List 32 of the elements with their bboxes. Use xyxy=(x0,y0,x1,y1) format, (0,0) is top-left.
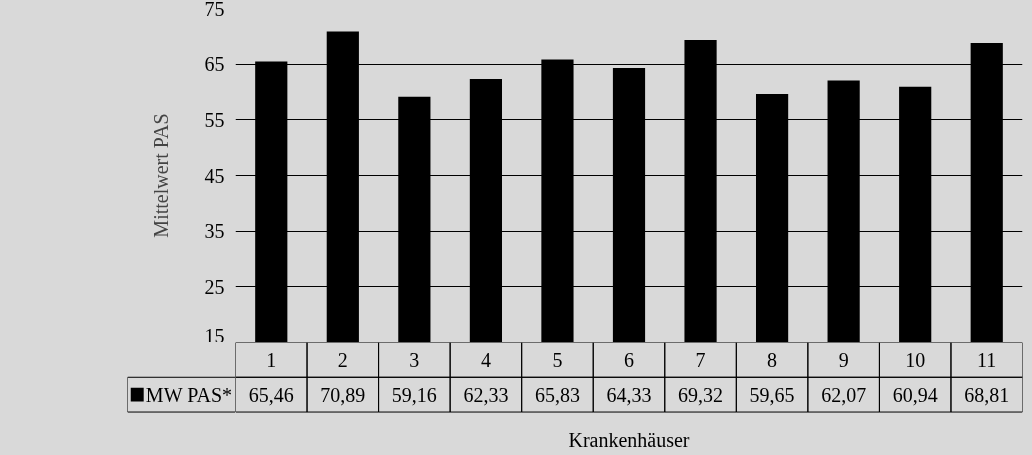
y-tick-label: 75 xyxy=(204,0,225,20)
data-label: 65,83 xyxy=(534,383,580,406)
x-tick-label: 1 xyxy=(266,348,277,371)
y-tick-label: 45 xyxy=(204,164,225,187)
data-label: 62,33 xyxy=(463,383,509,406)
y-tick-label: 55 xyxy=(204,108,225,131)
y-axis-title: Mittelwert PAS xyxy=(149,113,172,238)
x-tick-label: 7 xyxy=(695,348,706,371)
data-label: 64,33 xyxy=(606,383,652,406)
y-tick-label: 65 xyxy=(204,53,225,76)
x-tick-label: 5 xyxy=(552,348,563,371)
y-tick-label: 35 xyxy=(204,220,225,243)
y-tick-label: 15 xyxy=(204,324,225,347)
data-label: 68,81 xyxy=(964,383,1010,406)
data-label: 60,94 xyxy=(892,383,938,406)
x-tick-label: 3 xyxy=(409,348,420,371)
y-tick-label: 25 xyxy=(204,275,225,298)
data-label: 69,32 xyxy=(678,383,724,406)
x-axis-title: Krankenhäuser xyxy=(568,428,690,451)
x-tick-label: 8 xyxy=(767,348,778,371)
data-label: 70,89 xyxy=(320,383,366,406)
data-label: 59,16 xyxy=(391,383,437,406)
x-tick-label: 6 xyxy=(624,348,634,371)
legend-label: MW PAS* xyxy=(145,383,233,406)
data-label: 62,07 xyxy=(821,383,867,406)
x-tick-label: 2 xyxy=(337,348,348,371)
data-label: 65,46 xyxy=(248,383,294,406)
x-tick-label: 11 xyxy=(977,348,997,371)
x-tick-label: 9 xyxy=(838,348,849,371)
data-label: 59,65 xyxy=(749,383,795,406)
x-tick-label: 4 xyxy=(480,348,491,371)
x-tick-label: 10 xyxy=(905,348,926,371)
